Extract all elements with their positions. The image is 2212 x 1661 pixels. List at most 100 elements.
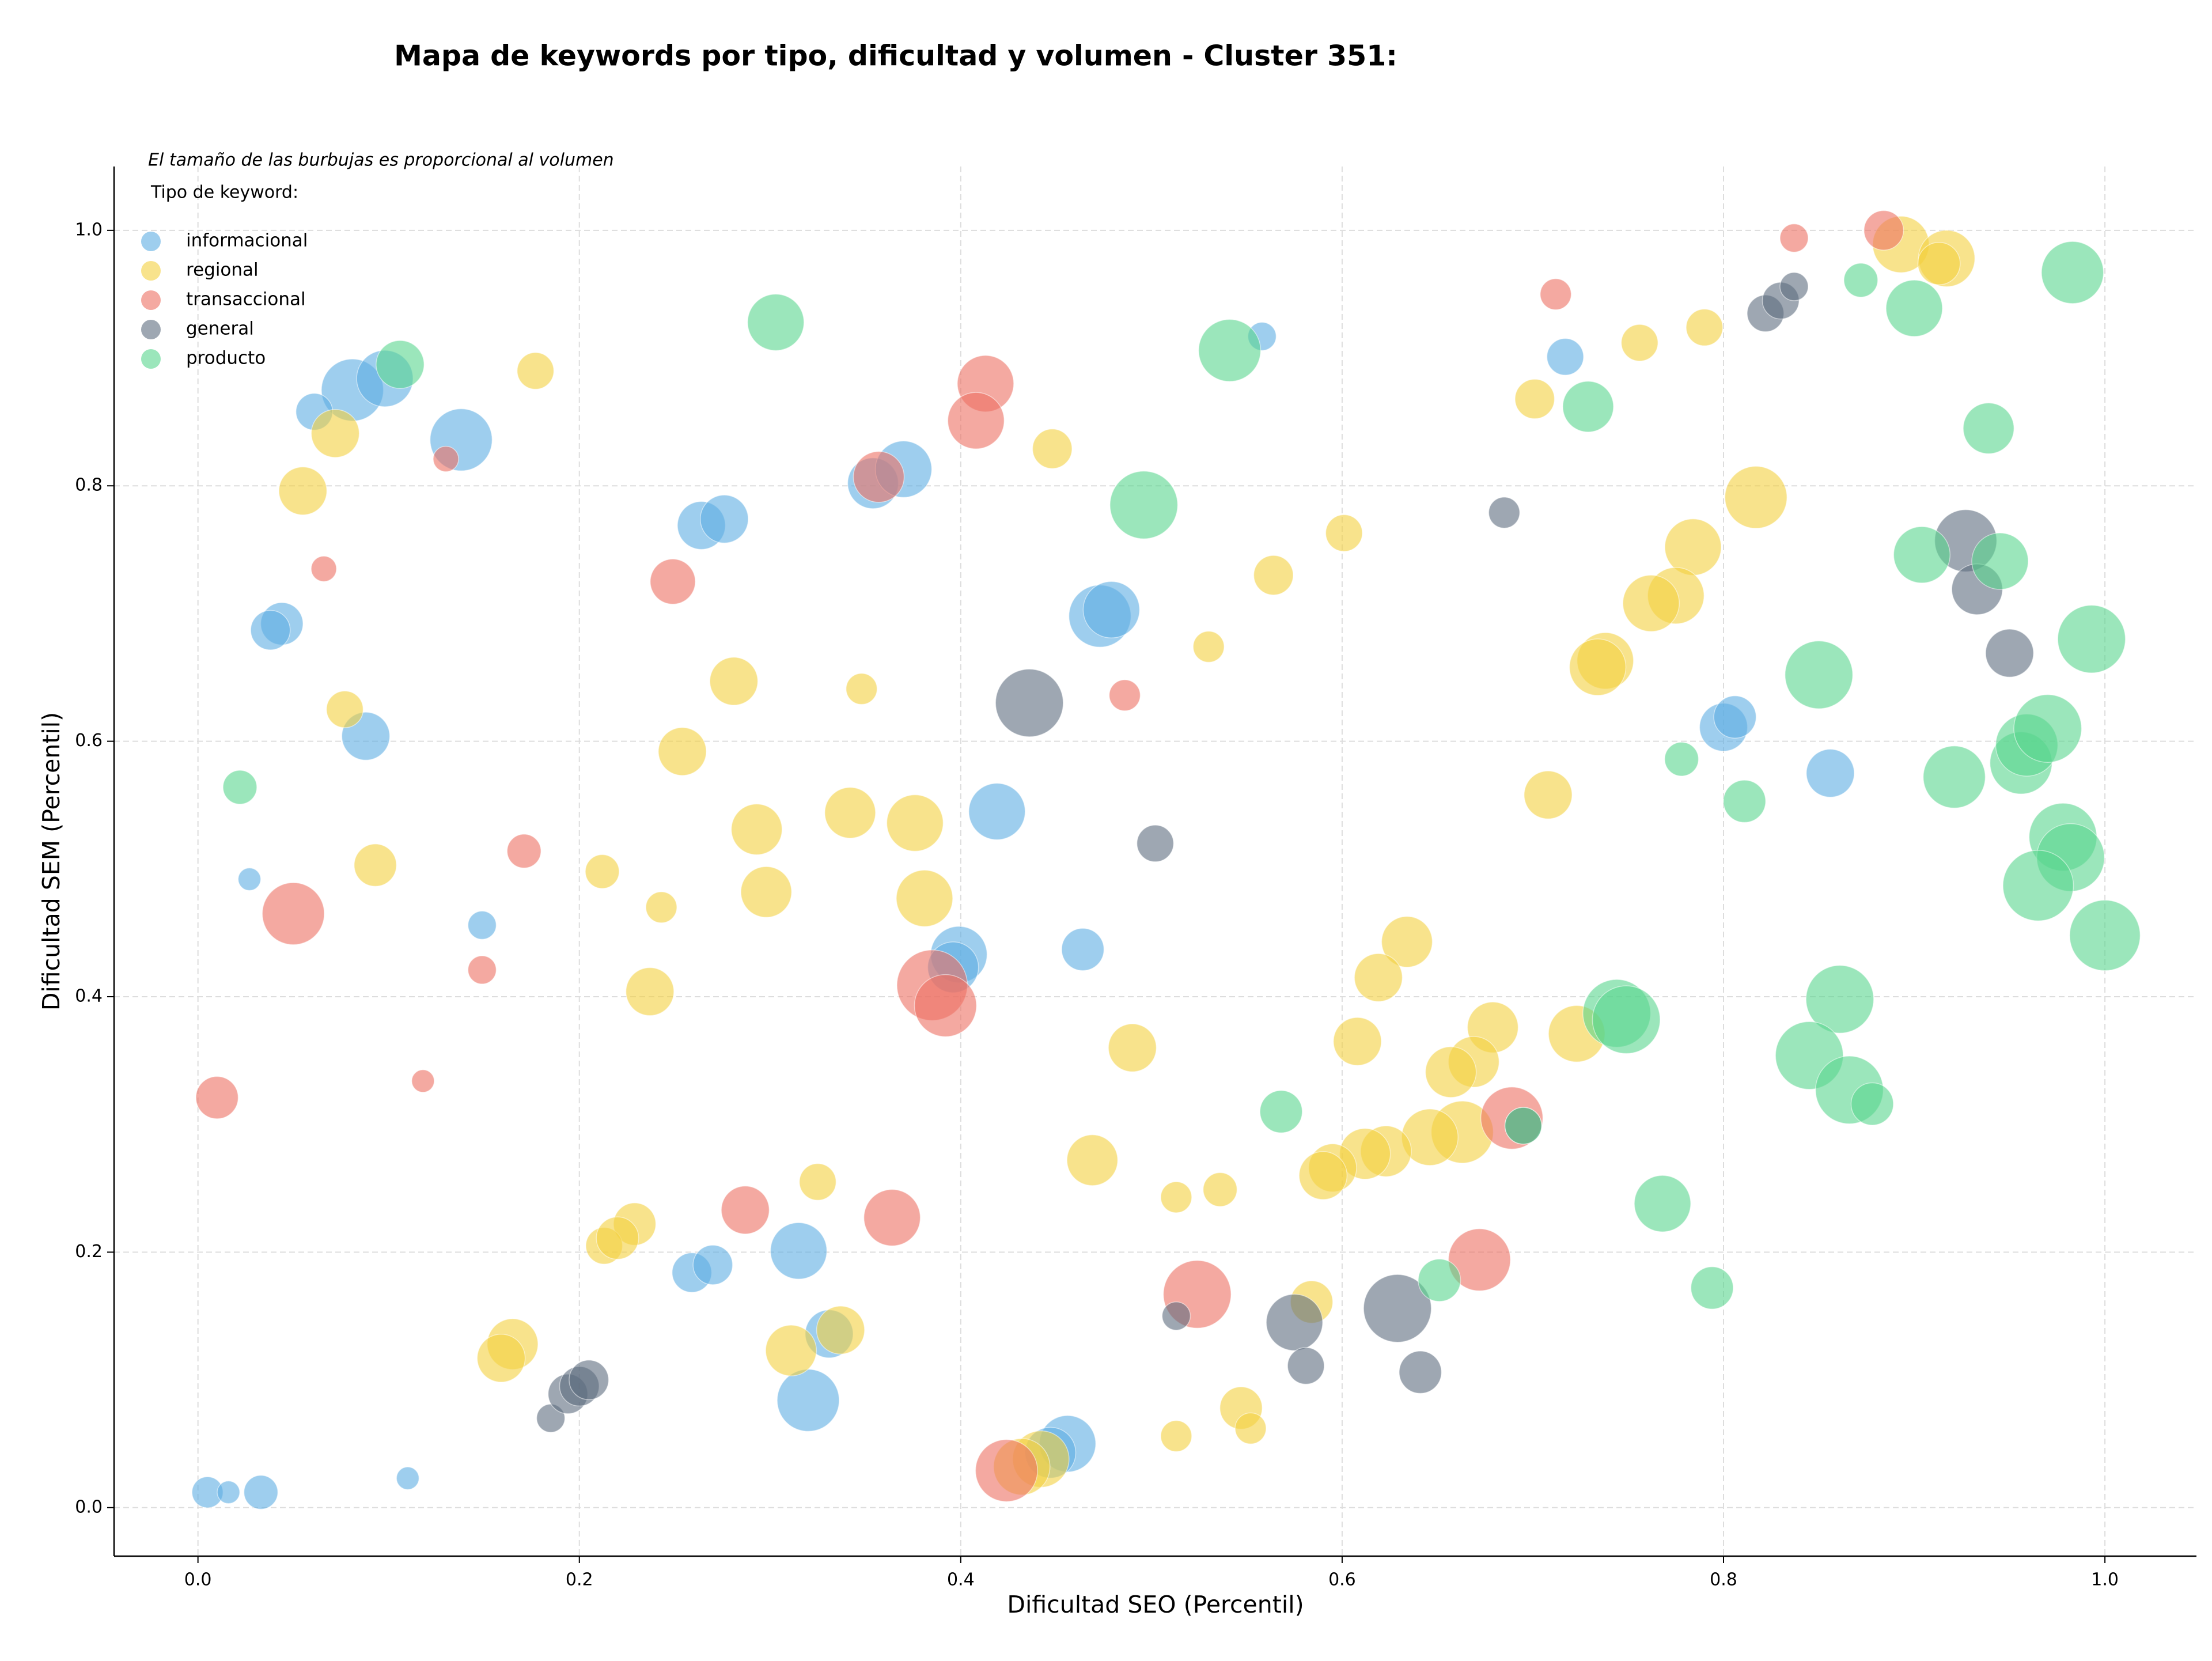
bubble [798,1163,837,1201]
bubble [1634,1175,1691,1232]
bubble [1061,928,1105,971]
bubble [310,555,337,582]
bubble [846,673,878,705]
bubble [1198,319,1262,382]
y-tick-label: 1.0 [75,220,103,240]
bubble [645,891,677,924]
bubble [1690,1266,1734,1310]
bubble [1569,638,1627,696]
bubble [1108,679,1141,712]
y-tick-label: 0.2 [75,1242,103,1262]
bubble [1259,1090,1303,1133]
bubble [596,1216,639,1260]
bubble [1805,964,1874,1034]
bubble [433,445,459,472]
bubble [585,854,620,889]
bubble [968,782,1026,841]
bubble [1136,824,1175,862]
bubble [1724,466,1787,529]
bubble [721,1185,770,1235]
bubble [376,340,425,389]
bubble [1779,272,1809,301]
legend-marker [141,261,161,281]
bubble [1399,1350,1442,1394]
x-tick-label: 0.2 [566,1570,593,1590]
bubble [1418,1258,1461,1302]
bubble [506,834,541,869]
bubble [730,803,783,856]
bubble [1843,263,1878,298]
bubble [1160,1181,1192,1213]
y-tick-label: 0.8 [75,475,103,495]
legend-label: informacional [186,230,308,251]
legend-label: transaccional [186,289,306,310]
bubble [740,866,793,918]
bubble [1514,379,1555,419]
bubble [1425,1046,1477,1098]
y-axis-label: Dificultad SEM (Percentil) [37,712,65,1011]
bubble [1917,242,1961,285]
bubble [824,786,876,839]
bubble [853,451,905,503]
bubble [747,293,805,351]
legend: El tamaño de las burbujas es proporciona… [141,150,614,369]
bubble [692,1244,733,1285]
bubble [325,690,364,728]
bubble [262,882,325,945]
bubble [237,867,262,891]
bubble [354,843,397,887]
legend-marker [141,232,161,251]
bubble [310,408,360,458]
bubble [1161,1301,1191,1331]
bubble [1448,1228,1511,1292]
bubble [1971,532,2029,590]
bubble [467,955,497,985]
bubble [709,657,759,706]
legend-label: general [186,319,254,339]
bubble [625,967,675,1016]
bubble [1160,1420,1192,1452]
bubble [1664,741,1699,777]
bubble [1622,574,1680,632]
bubble [1722,780,1766,823]
bubble [1592,985,1661,1054]
bubble [1850,1082,1894,1126]
bubble [396,1466,420,1490]
bubble [995,668,1064,737]
bubble [2069,899,2141,971]
bubble [1363,1274,1432,1343]
bubble [1298,1151,1348,1200]
bubble [222,770,257,805]
legend-marker [141,349,161,369]
bubble [1806,748,1855,798]
bubble [1504,1107,1543,1145]
bubble [517,352,555,390]
legend-marker [141,320,161,339]
bubble [476,1333,526,1383]
x-tick-label: 0.0 [184,1570,212,1590]
chart-title: Mapa de keywords por tipo, dificultad y … [394,40,1397,73]
x-tick-label: 1.0 [2091,1570,2119,1590]
bubble [1620,324,1658,362]
bubble [765,1325,817,1376]
bubble [1108,1023,1157,1073]
bubble [1325,514,1363,552]
bubble [1287,1347,1325,1385]
bubble [1885,279,1943,337]
y-tick-label: 0.4 [75,986,103,1006]
x-tick-label: 0.4 [947,1570,975,1590]
bubble [2013,694,2082,763]
bubble [1066,1134,1119,1186]
bubble [770,1222,828,1280]
size-note: El tamaño de las burbujas es proporciona… [148,150,614,171]
y-tick-label: 0.6 [75,731,103,751]
bubble [947,392,1005,449]
bubble [975,1439,1038,1503]
bubble [1540,278,1572,311]
bubble [195,1076,239,1119]
bubble [1779,223,1809,253]
bubble [863,1189,921,1247]
bubble [2057,604,2126,674]
bubble [1893,526,1951,584]
bubble [1253,555,1294,596]
